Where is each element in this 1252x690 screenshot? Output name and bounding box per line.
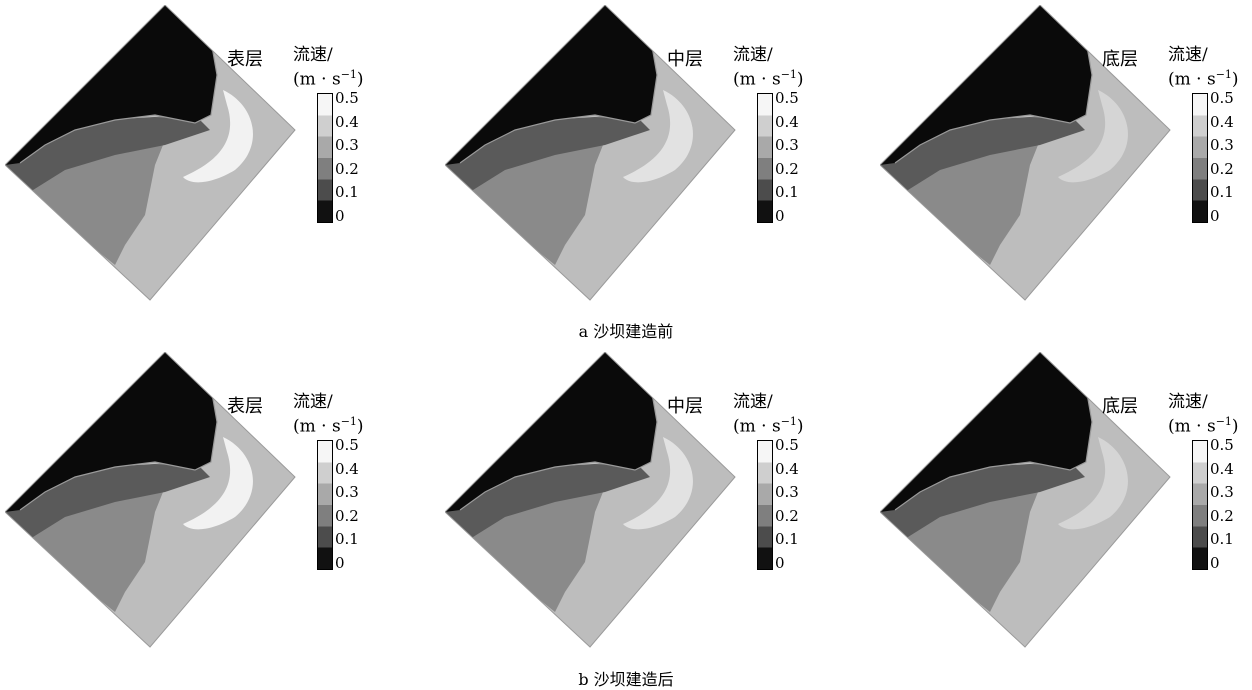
colorbar-tick-label: 0.2	[335, 159, 359, 178]
colorbar-tick-label: 0.4	[1210, 112, 1234, 131]
caption-b: b 沙坝建造后	[578, 670, 674, 689]
colorbar-tick-label: 0.4	[1210, 459, 1234, 478]
colorbar-tick-label: 0	[1210, 206, 1220, 225]
layer-label: 中层	[667, 396, 703, 417]
colorbar-tick-label: 0	[335, 553, 345, 572]
high-velocity-band	[623, 90, 693, 183]
velocity-map-b-bottom	[880, 352, 1171, 648]
colorbar-tick-label: 0.4	[775, 459, 799, 478]
velocity-map-a-bottom	[880, 5, 1171, 301]
colorbar-title: 流速/ (m · s−1)	[1168, 392, 1239, 437]
colorbar-title: 流速/ (m · s−1)	[733, 392, 804, 437]
colorbar-title: 流速/ (m · s−1)	[293, 392, 364, 437]
land-area	[445, 5, 657, 165]
high-velocity-band	[623, 437, 693, 530]
map-layers	[445, 5, 735, 300]
panel-b-middle: 中层 流速/ (m · s−1) 0.5 0.4 0.3 0.2 0.1 0	[445, 352, 845, 652]
land-area	[880, 352, 1092, 512]
coastline	[459, 34, 658, 164]
colorbar-tick-label: 0.5	[1210, 89, 1234, 107]
layer-label: 表层	[227, 396, 263, 417]
land-area	[5, 352, 217, 512]
coastline	[459, 381, 658, 511]
colorbar	[1192, 93, 1208, 223]
map-layers	[5, 352, 295, 647]
colorbar-tick-label: 0	[335, 206, 345, 225]
layer-label: 底层	[1102, 49, 1138, 70]
colorbar-tick-label: 0.5	[1210, 436, 1234, 454]
colorbar-tick-label: 0.2	[775, 506, 799, 525]
land-area	[5, 5, 217, 165]
colorbar-tick-label: 0.4	[335, 459, 359, 478]
colorbar-tick-label: 0.3	[335, 136, 359, 154]
panel-a-bottom: 底层 流速/ (m · s−1) 0.5 0.4 0.3 0.2 0.1 0	[880, 5, 1252, 305]
colorbar-tick-label: 0.3	[775, 483, 799, 501]
colorbar-title: 流速/ (m · s−1)	[733, 45, 804, 90]
coastline	[19, 34, 218, 164]
colorbar-tick-label: 0.5	[775, 436, 799, 454]
colorbar-tick-label: 0.3	[1210, 136, 1234, 154]
colorbar-tick-label: 0.4	[775, 112, 799, 131]
velocity-map-b-surface	[5, 352, 296, 648]
colorbar-title: 流速/ (m · s−1)	[1168, 45, 1239, 90]
colorbar-tick-label: 0.3	[775, 136, 799, 154]
map-layers	[880, 5, 1170, 300]
colorbar-tick-label: 0.4	[335, 112, 359, 131]
colorbar-tick-label: 0.1	[335, 530, 359, 548]
high-velocity-band	[183, 90, 253, 183]
colorbar-tick-label: 0.1	[775, 530, 799, 548]
coastline	[894, 34, 1093, 164]
high-velocity-band	[183, 437, 253, 530]
map-layers	[880, 352, 1170, 647]
domain-border	[5, 352, 296, 648]
colorbar	[757, 93, 773, 223]
layer-label: 中层	[667, 49, 703, 70]
velocity-map-a-middle	[445, 5, 736, 301]
panel-b-bottom: 底层 流速/ (m · s−1) 0.5 0.4 0.3 0.2 0.1 0	[880, 352, 1252, 652]
map-layers	[5, 5, 295, 300]
land-area	[880, 5, 1092, 165]
map-layers	[445, 352, 735, 647]
colorbar	[757, 440, 773, 570]
high-velocity-band	[1058, 437, 1128, 530]
layer-label: 底层	[1102, 396, 1138, 417]
colorbar	[317, 93, 333, 223]
colorbar-tick-label: 0.2	[335, 506, 359, 525]
caption-a: a 沙坝建造前	[578, 322, 674, 341]
land-area	[445, 352, 657, 512]
colorbar-tick-label: 0.1	[1210, 530, 1234, 548]
colorbar-tick-label: 0.3	[1210, 483, 1234, 501]
domain-border	[445, 352, 736, 648]
velocity-map-a-surface	[5, 5, 296, 301]
colorbar-tick-label: 0.1	[335, 183, 359, 201]
colorbar-tick-label: 0.1	[775, 183, 799, 201]
colorbar-tick-label: 0	[1210, 553, 1220, 572]
coastline	[19, 381, 218, 511]
colorbar-title: 流速/ (m · s−1)	[293, 45, 364, 90]
domain-border	[445, 5, 736, 301]
colorbar-tick-label: 0.3	[335, 483, 359, 501]
colorbar	[1192, 440, 1208, 570]
panel-a-middle: 中层 流速/ (m · s−1) 0.5 0.4 0.3 0.2 0.1 0	[445, 5, 845, 305]
colorbar-tick-label: 0	[775, 553, 785, 572]
colorbar-tick-label: 0.5	[775, 89, 799, 107]
panel-a-surface: 表层 流速/ (m · s−1) 0.5 0.4 0.3 0.2 0.1 0	[5, 5, 405, 305]
colorbar-tick-label: 0.2	[1210, 159, 1234, 178]
layer-label: 表层	[227, 49, 263, 70]
velocity-map-b-middle	[445, 352, 736, 648]
domain-border	[880, 5, 1171, 301]
colorbar-tick-label: 0	[775, 206, 785, 225]
panel-b-surface: 表层 流速/ (m · s−1) 0.5 0.4 0.3 0.2 0.1 0	[5, 352, 405, 652]
colorbar-tick-label: 0.5	[335, 89, 359, 107]
high-velocity-band	[1058, 90, 1128, 183]
colorbar	[317, 440, 333, 570]
domain-border	[5, 5, 296, 301]
colorbar-tick-label: 0.5	[335, 436, 359, 454]
coastline	[894, 381, 1093, 511]
domain-border	[880, 352, 1171, 648]
colorbar-tick-label: 0.1	[1210, 183, 1234, 201]
colorbar-tick-label: 0.2	[775, 159, 799, 178]
colorbar-tick-label: 0.2	[1210, 506, 1234, 525]
